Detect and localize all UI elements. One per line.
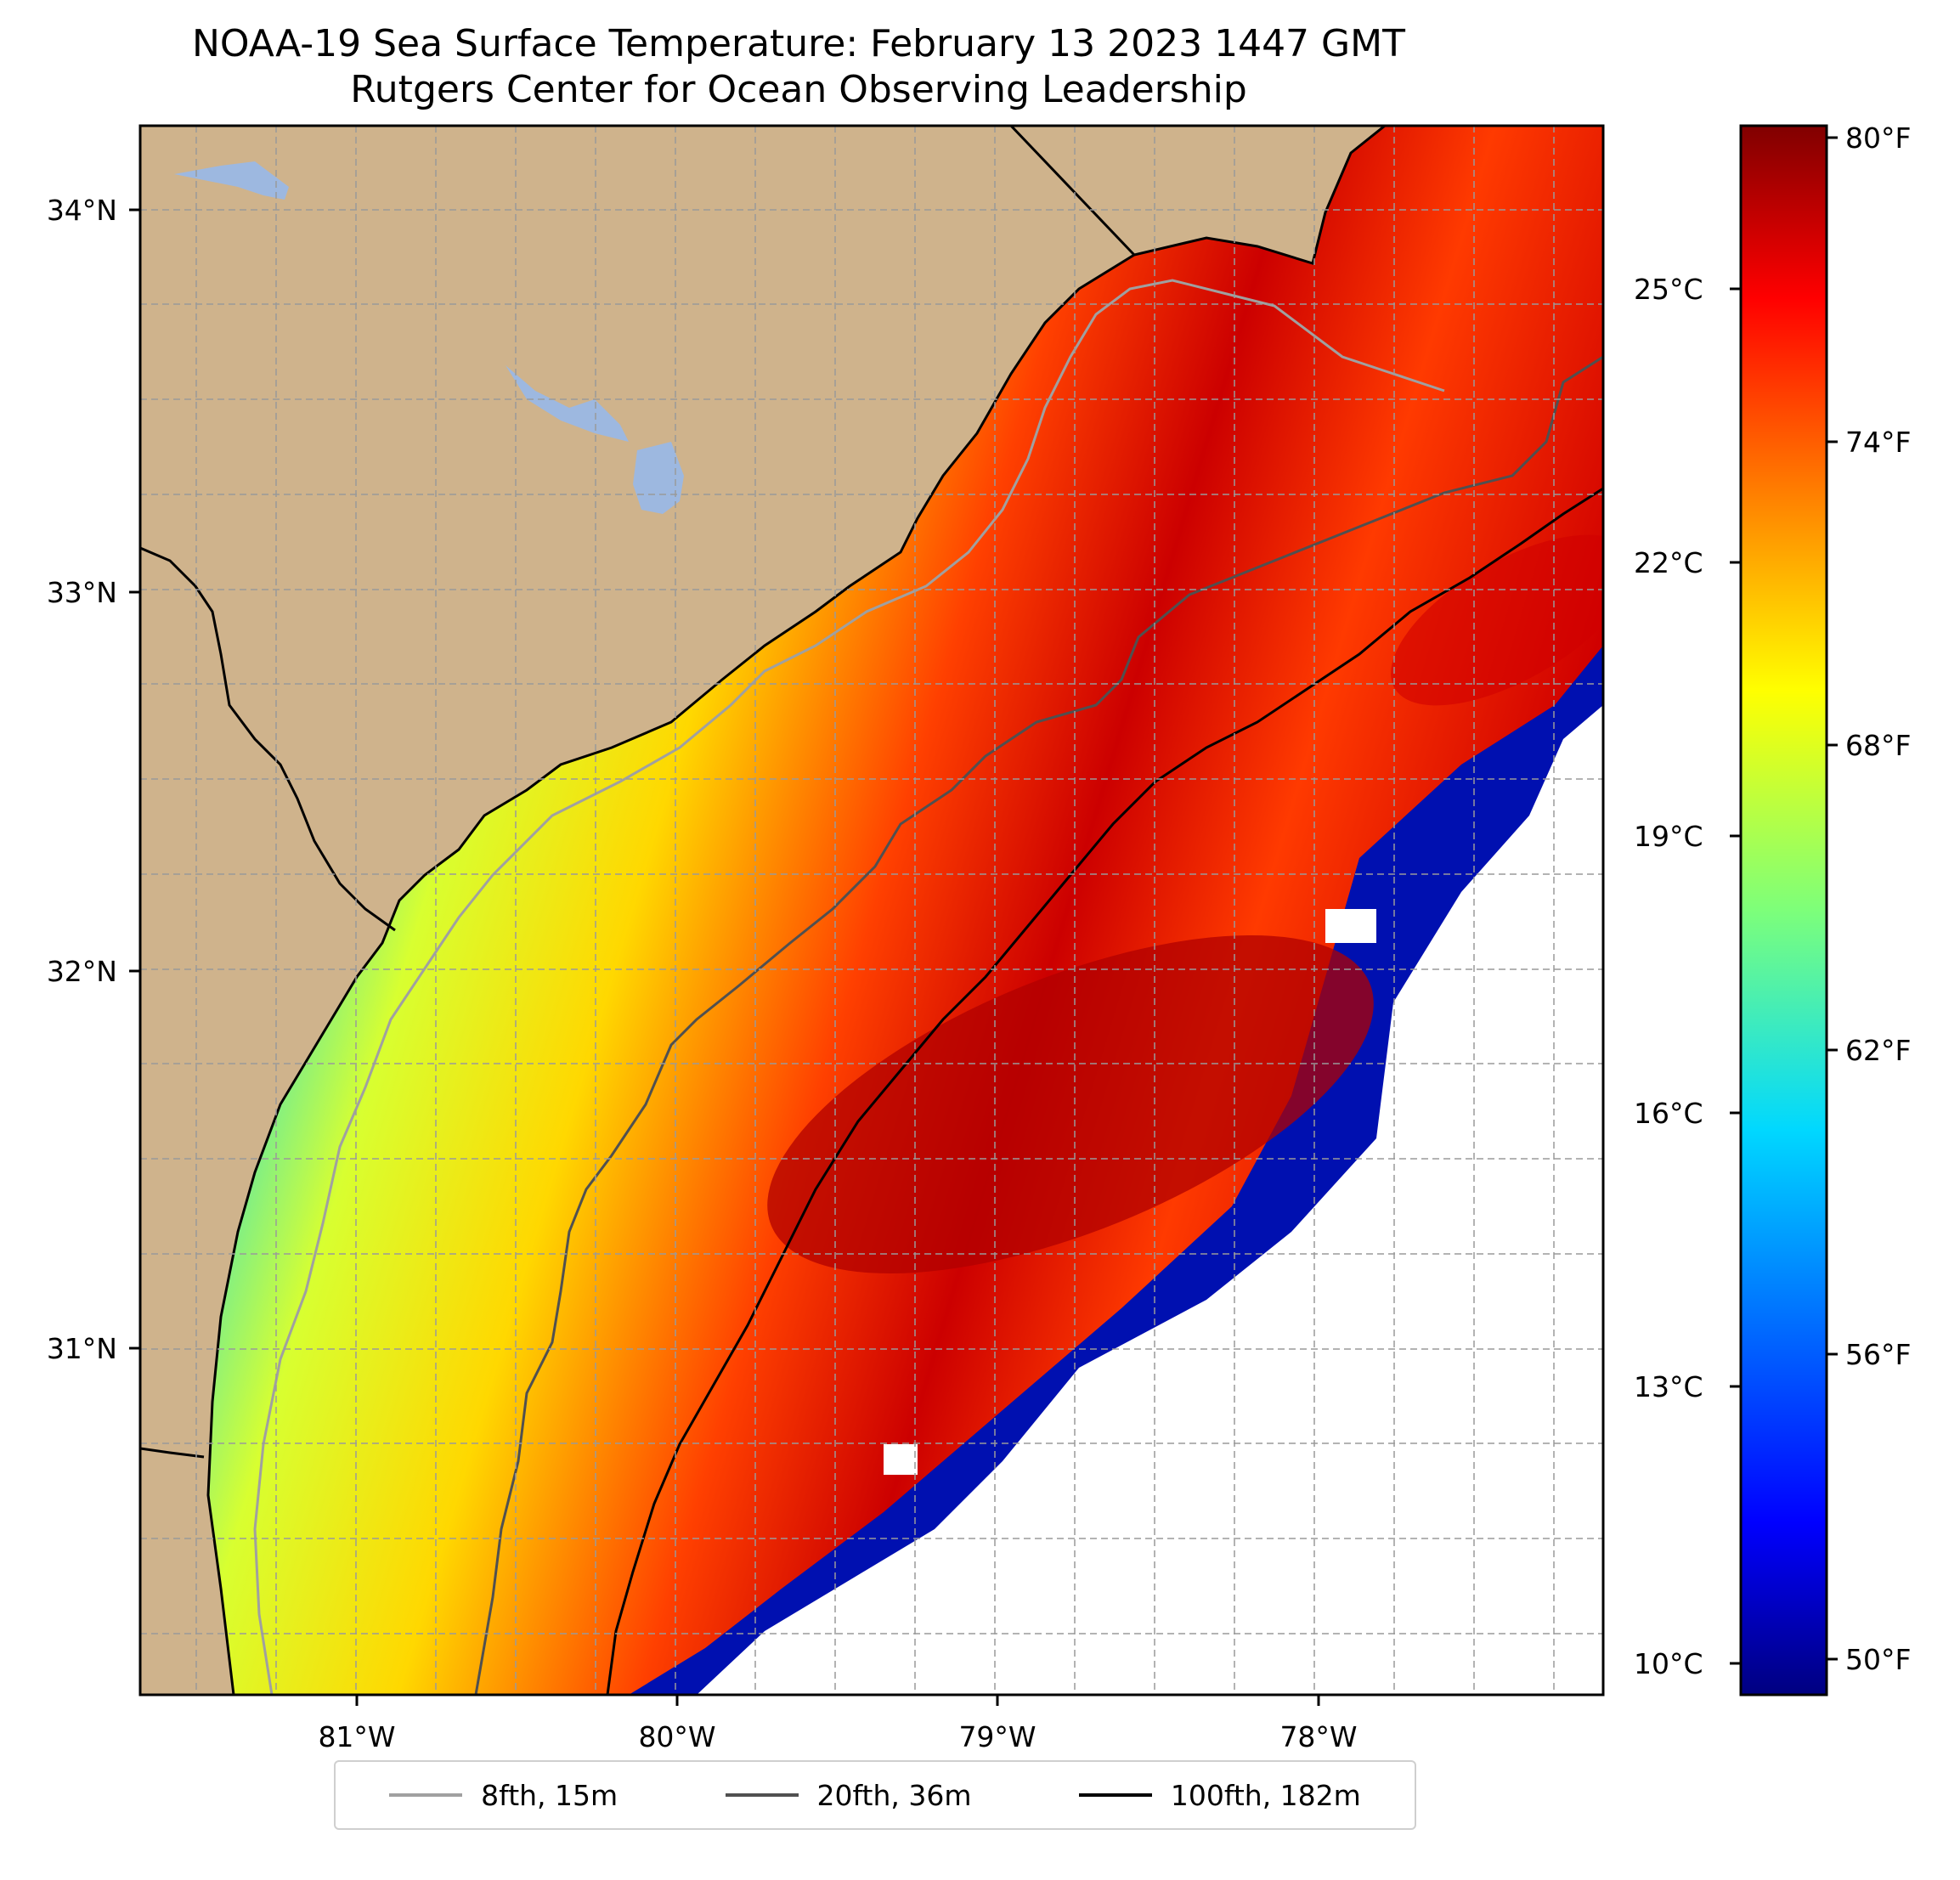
land [140,126,1387,1695]
state-border [140,1447,205,1459]
legend-swatch [1078,1793,1152,1797]
state-border [1009,126,1136,257]
warm-core [767,934,1374,1274]
colorbar-celsius-label: 10°C [1634,1647,1703,1680]
xtick-label: 79°W [958,1720,1036,1753]
colorbar-fahrenheit-label: 80°F [1845,121,1912,155]
ytick-label: 31°N [46,1332,117,1365]
isobath-100fth [606,487,1603,1695]
xtick-label: 78°W [1279,1720,1358,1753]
ytick-label: 34°N [46,194,117,227]
gridlines [140,126,1603,1695]
legend-item-20fth: 20fth, 36m [725,1778,972,1812]
colorbar-celsius-label: 22°C [1634,546,1703,579]
chart-title: NOAA-19 Sea Surface Temperature: Februar… [192,22,1405,65]
isobath-8fth [253,279,1445,1695]
colorbar-celsius-label: 13°C [1634,1370,1703,1403]
state-border [140,546,396,932]
xtick-label: 80°W [638,1720,716,1753]
legend-label: 20fth, 36m [816,1778,972,1812]
colorbar-celsius-label: 16°C [1634,1097,1703,1130]
legend-label: 100fth, 182m [1170,1778,1361,1812]
chart-subtitle: Rutgers Center for Ocean Observing Leade… [350,68,1247,111]
lake [506,365,629,442]
cloud-mask [697,705,1603,1695]
ytick-label: 32°N [46,955,117,988]
legend-swatch [725,1793,799,1797]
colorbar-ticks [1730,136,1838,1665]
lake [174,161,289,200]
legend: 8fth, 15m 20fth, 36m 100fth, 182m [334,1760,1416,1830]
warm-core [1391,534,1603,706]
colorbar-fahrenheit-label: 68°F [1845,729,1912,762]
legend-item-8fth: 8fth, 15m [389,1779,618,1812]
axis-ticks [129,208,1320,1706]
legend-swatch [389,1793,463,1797]
xtick-label: 81°W [318,1720,396,1753]
cloud-patch [1325,909,1376,943]
isobath-20fth [474,355,1603,1695]
legend-label: 8fth, 15m [481,1778,619,1812]
ytick-label: 33°N [46,576,117,609]
colorbar-celsius-label: 25°C [1634,273,1703,306]
cloud-patch [884,1444,918,1475]
colorbar-fahrenheit-label: 50°F [1845,1643,1912,1676]
colorbar-fahrenheit-label: 62°F [1845,1034,1912,1067]
colorbar-celsius-label: 19°C [1634,820,1703,853]
colorbar-fahrenheit-label: 74°F [1845,426,1912,459]
map-frame [138,124,1605,1697]
colorbar [1739,124,1828,1697]
legend-item-100fth: 100fth, 182m [1078,1778,1361,1812]
lake [633,442,684,514]
colorbar-fahrenheit-label: 56°F [1845,1338,1912,1371]
